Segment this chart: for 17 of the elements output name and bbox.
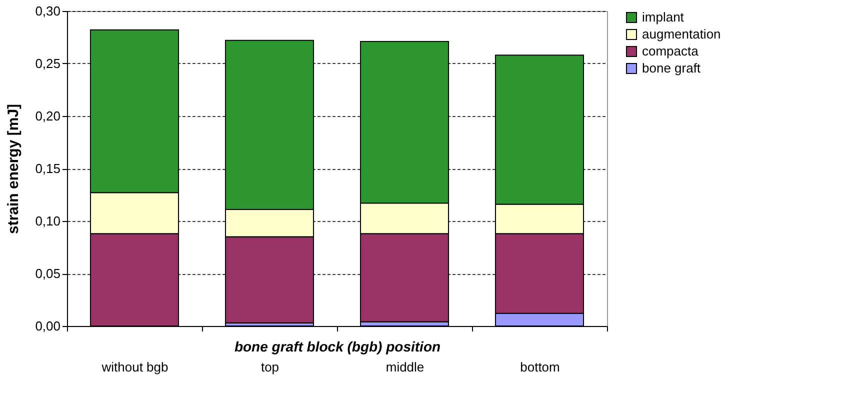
y-tick-label: 0,30 [35,4,60,18]
legend-label: implant [642,10,684,24]
x-tick-label: middle [386,360,424,374]
x-tick-label: bottom [520,360,560,374]
y-tick-label: 0,15 [35,161,60,176]
y-tick-label: 0,25 [35,56,60,71]
y-tick-label: 0,00 [35,318,60,334]
legend-label: compacta [642,44,700,58]
y-axis-title: strain energy [mJ] [5,104,22,234]
x-tick-label: top [260,360,280,374]
x-axis-title: bone graft block (bgb) position [234,338,441,354]
legend-label: augmentation [642,26,721,42]
x-tick-label: without bgb [100,360,168,374]
y-tick-label: 0,20 [35,108,60,124]
legend-label: bone graft [642,60,701,76]
y-tick-label: 0,05 [35,266,60,281]
y-tick-label: 0,10 [35,214,60,228]
